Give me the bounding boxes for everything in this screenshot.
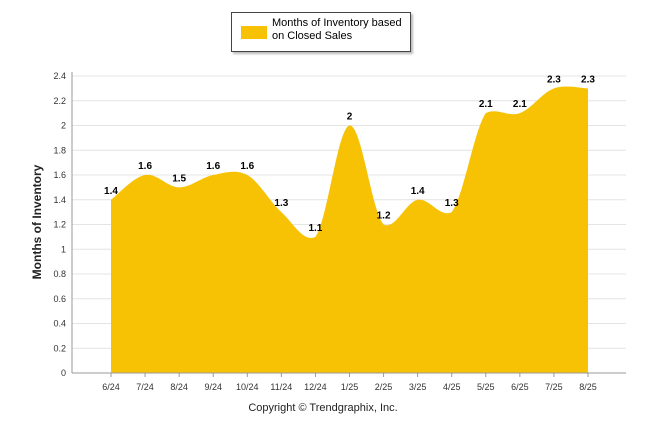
y-tick-label: 2 — [61, 121, 66, 131]
area-fill — [111, 86, 588, 373]
x-tick-label: 11/24 — [270, 382, 292, 392]
y-tick-label: 0 — [61, 368, 66, 378]
y-axis-title: Months of Inventory — [30, 164, 44, 280]
x-tick-label: 3/25 — [409, 382, 427, 392]
y-tick-label: 2.2 — [53, 96, 66, 106]
data-label: 1.4 — [104, 186, 118, 197]
legend-swatch — [241, 26, 267, 39]
x-tick-label: 7/24 — [136, 382, 154, 392]
y-tick-label: 1.4 — [53, 195, 66, 205]
data-label: 2 — [347, 112, 353, 123]
legend: Months of Inventory based on Closed Sale… — [231, 12, 411, 52]
data-label: 1.6 — [240, 161, 254, 172]
copyright-notice: Copyright © Trendgraphix, Inc. — [248, 402, 398, 414]
x-tick-label: 7/25 — [545, 382, 563, 392]
x-tick-label: 6/24 — [102, 382, 120, 392]
data-label: 2.1 — [513, 99, 527, 110]
y-tick-label: 2.4 — [53, 71, 66, 81]
data-label: 2.3 — [547, 74, 561, 85]
area-series — [111, 86, 588, 373]
data-label: 2.1 — [479, 99, 493, 110]
x-tick-label: 9/24 — [204, 382, 222, 392]
data-label: 1.6 — [206, 161, 220, 172]
y-tick-label: 0.2 — [53, 343, 66, 353]
data-label: 1.6 — [138, 161, 152, 172]
x-tick-label: 4/25 — [443, 382, 461, 392]
x-tick-label: 6/25 — [511, 382, 529, 392]
data-label: 1.1 — [308, 223, 322, 234]
x-tick-label: 12/24 — [304, 382, 327, 392]
data-label: 2.3 — [581, 74, 595, 85]
data-label: 1.3 — [274, 198, 288, 209]
x-tick-label: 2/25 — [375, 382, 393, 392]
y-tick-label: 1.6 — [53, 170, 66, 180]
legend-label: Months of Inventory based on Closed Sale… — [272, 17, 402, 42]
y-tick-label: 0.4 — [53, 319, 66, 329]
data-label: 1.2 — [377, 211, 391, 222]
data-labels: 1.4 1.6 1.5 1.6 1.6 1.3 1.1 2 1.2 1.4 1.3 2.1 2.1 2.3… — [104, 74, 595, 234]
y-tick-label: 1 — [61, 244, 66, 254]
data-label: 1.4 — [411, 186, 425, 197]
x-axis-ticks: 6/24 7/24 8/24 9/24 10/24 11/24 12/24 1/25 2/25 3… — [102, 373, 597, 392]
x-tick-label: 10/24 — [236, 382, 259, 392]
x-tick-label: 5/25 — [477, 382, 495, 392]
y-tick-label: 1.8 — [53, 145, 66, 155]
y-tick-label: 0.6 — [53, 294, 66, 304]
x-tick-label: 1/25 — [341, 382, 359, 392]
x-tick-label: 8/24 — [170, 382, 188, 392]
y-tick-label: 1.2 — [53, 220, 66, 230]
x-tick-label: 8/25 — [579, 382, 597, 392]
y-tick-label: 0.8 — [53, 269, 66, 279]
data-label: 1.3 — [445, 198, 459, 209]
y-axis-ticks: 0 0.2 0.4 0.6 0.8 1 1.2 1.4 1.6 1.8 2 2.2 2.4 — [53, 71, 66, 378]
data-label: 1.5 — [172, 173, 186, 184]
